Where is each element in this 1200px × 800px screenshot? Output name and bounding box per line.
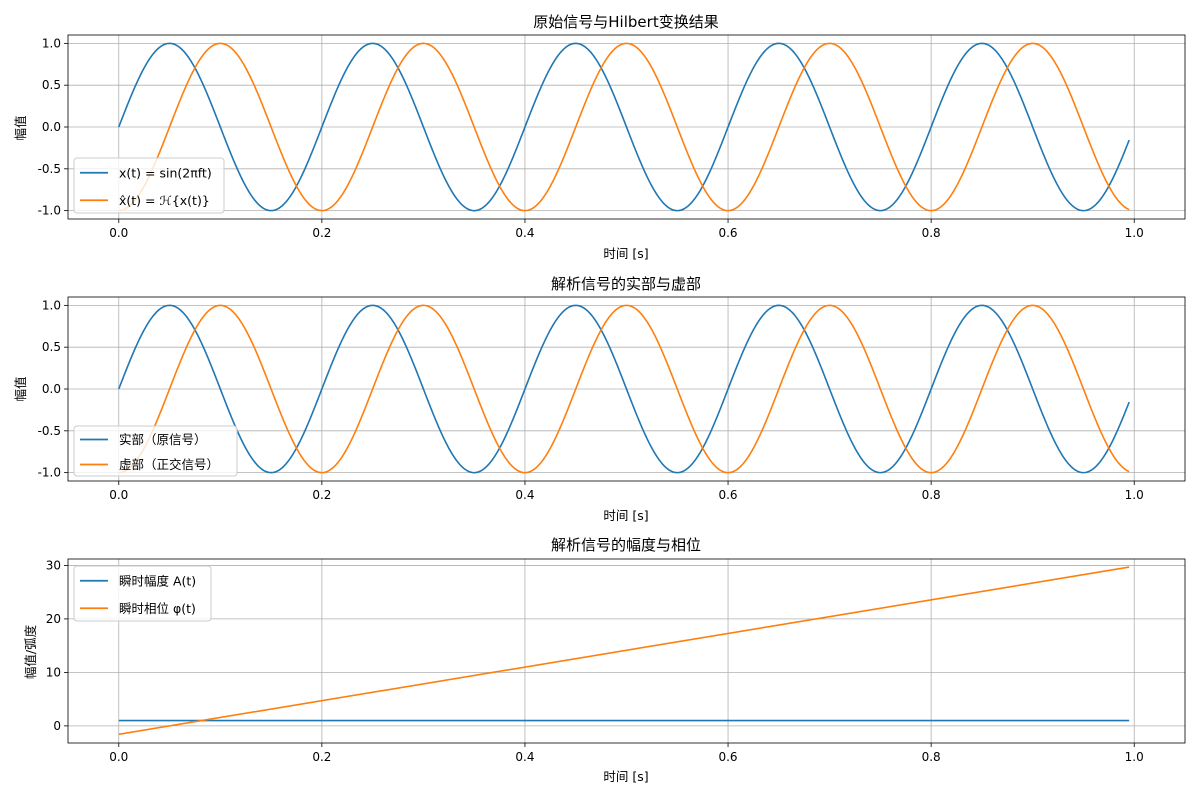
series-line-2 xyxy=(118,42,1130,212)
x-tick-label: 0.2 xyxy=(312,750,331,764)
legend: 瞬时幅度 A(t) 瞬时相位 φ(t) xyxy=(73,565,212,622)
legend-label: 实部（原信号） xyxy=(119,432,207,447)
x-tick-label: 0.0 xyxy=(109,750,128,764)
legend: 实部（原信号） 虚部（正交信号） xyxy=(73,425,238,477)
y-axis-label: 幅值 xyxy=(13,115,28,140)
x-tick-label: 1.0 xyxy=(1125,226,1144,240)
y-tick-label: 1.0 xyxy=(42,298,61,312)
x-tick-label: 0.8 xyxy=(922,226,941,240)
y-tick-label: 0 xyxy=(53,719,61,733)
x-tick-label: 0.4 xyxy=(515,750,534,764)
legend-label: 虚部（正交信号） xyxy=(119,457,219,472)
x-tick-label: 0.4 xyxy=(515,226,534,240)
x-tick-label: 0.8 xyxy=(922,750,941,764)
x-tick-label: 0.2 xyxy=(312,226,331,240)
subplot-hilbert-transform: 原始信号与Hilbert变换结果 时间 [s] 幅值 0.0 0.2 0.4 0.6 0… xyxy=(13,13,1186,261)
subplot-amplitude-phase: 解析信号的幅度与相位 时间 [s] 幅值/弧度 0.0 0.2 0.4 0.6 0.8 1… xyxy=(23,536,1186,784)
chart-title: 解析信号的幅度与相位 xyxy=(551,536,701,554)
y-tick-label: 0.0 xyxy=(42,382,61,396)
x-tick-label: 0.2 xyxy=(312,488,331,502)
y-tick-label: 0.5 xyxy=(42,340,61,354)
legend-frame xyxy=(73,565,212,622)
y-axis-label: 幅值 xyxy=(13,376,28,401)
axes-frame xyxy=(67,558,1186,744)
subplot-analytic-real-imag: 解析信号的实部与虚部 时间 [s] 幅值 0.0 0.2 0.4 0.6 0.8 1.0 -… xyxy=(13,275,1186,523)
y-tick-label: 0.0 xyxy=(42,120,61,134)
x-tick-label: 1.0 xyxy=(1125,750,1144,764)
y-tick-label: 1.0 xyxy=(42,36,61,50)
legend-label: 瞬时相位 φ(t) xyxy=(119,601,196,616)
legend-label: 瞬时幅度 A(t) xyxy=(119,573,196,588)
series-line-2 xyxy=(118,566,1130,736)
legend-frame xyxy=(73,157,225,214)
chart-title: 原始信号与Hilbert变换结果 xyxy=(533,13,718,31)
y-tick-label: -0.5 xyxy=(38,162,61,176)
legend-label: x̂(t) = ℋ{x(t)} xyxy=(119,193,210,208)
series-line-2 xyxy=(118,304,1130,474)
y-tick-label: -1.0 xyxy=(38,466,61,480)
x-tick-label: 0.8 xyxy=(922,488,941,502)
y-tick-label: 20 xyxy=(46,612,61,626)
y-tick-label: 30 xyxy=(46,558,61,572)
legend-label: x(t) = sin(2πft) xyxy=(119,165,212,180)
legend: x(t) = sin(2πft) x̂(t) = ℋ{x(t)} xyxy=(73,157,225,214)
x-tick-label: 1.0 xyxy=(1125,488,1144,502)
y-axis-label: 幅值/弧度 xyxy=(23,624,38,679)
x-tick-label: 0.0 xyxy=(109,488,128,502)
x-tick-label: 0.0 xyxy=(109,226,128,240)
x-axis-label: 时间 [s] xyxy=(603,246,648,261)
x-tick-label: 0.6 xyxy=(718,488,737,502)
x-tick-label: 0.6 xyxy=(718,226,737,240)
x-axis-label: 时间 [s] xyxy=(603,508,648,523)
chart-title: 解析信号的实部与虚部 xyxy=(551,275,701,293)
x-axis-label: 时间 [s] xyxy=(603,769,648,784)
series-line-1 xyxy=(118,42,1130,212)
x-tick-label: 0.6 xyxy=(718,750,737,764)
y-tick-label: 0.5 xyxy=(42,78,61,92)
y-tick-label: 10 xyxy=(46,665,61,679)
series-line-1 xyxy=(118,304,1130,474)
y-tick-label: -0.5 xyxy=(38,424,61,438)
legend-frame xyxy=(73,425,238,477)
y-tick-label: -1.0 xyxy=(38,204,61,218)
x-tick-label: 0.4 xyxy=(515,488,534,502)
